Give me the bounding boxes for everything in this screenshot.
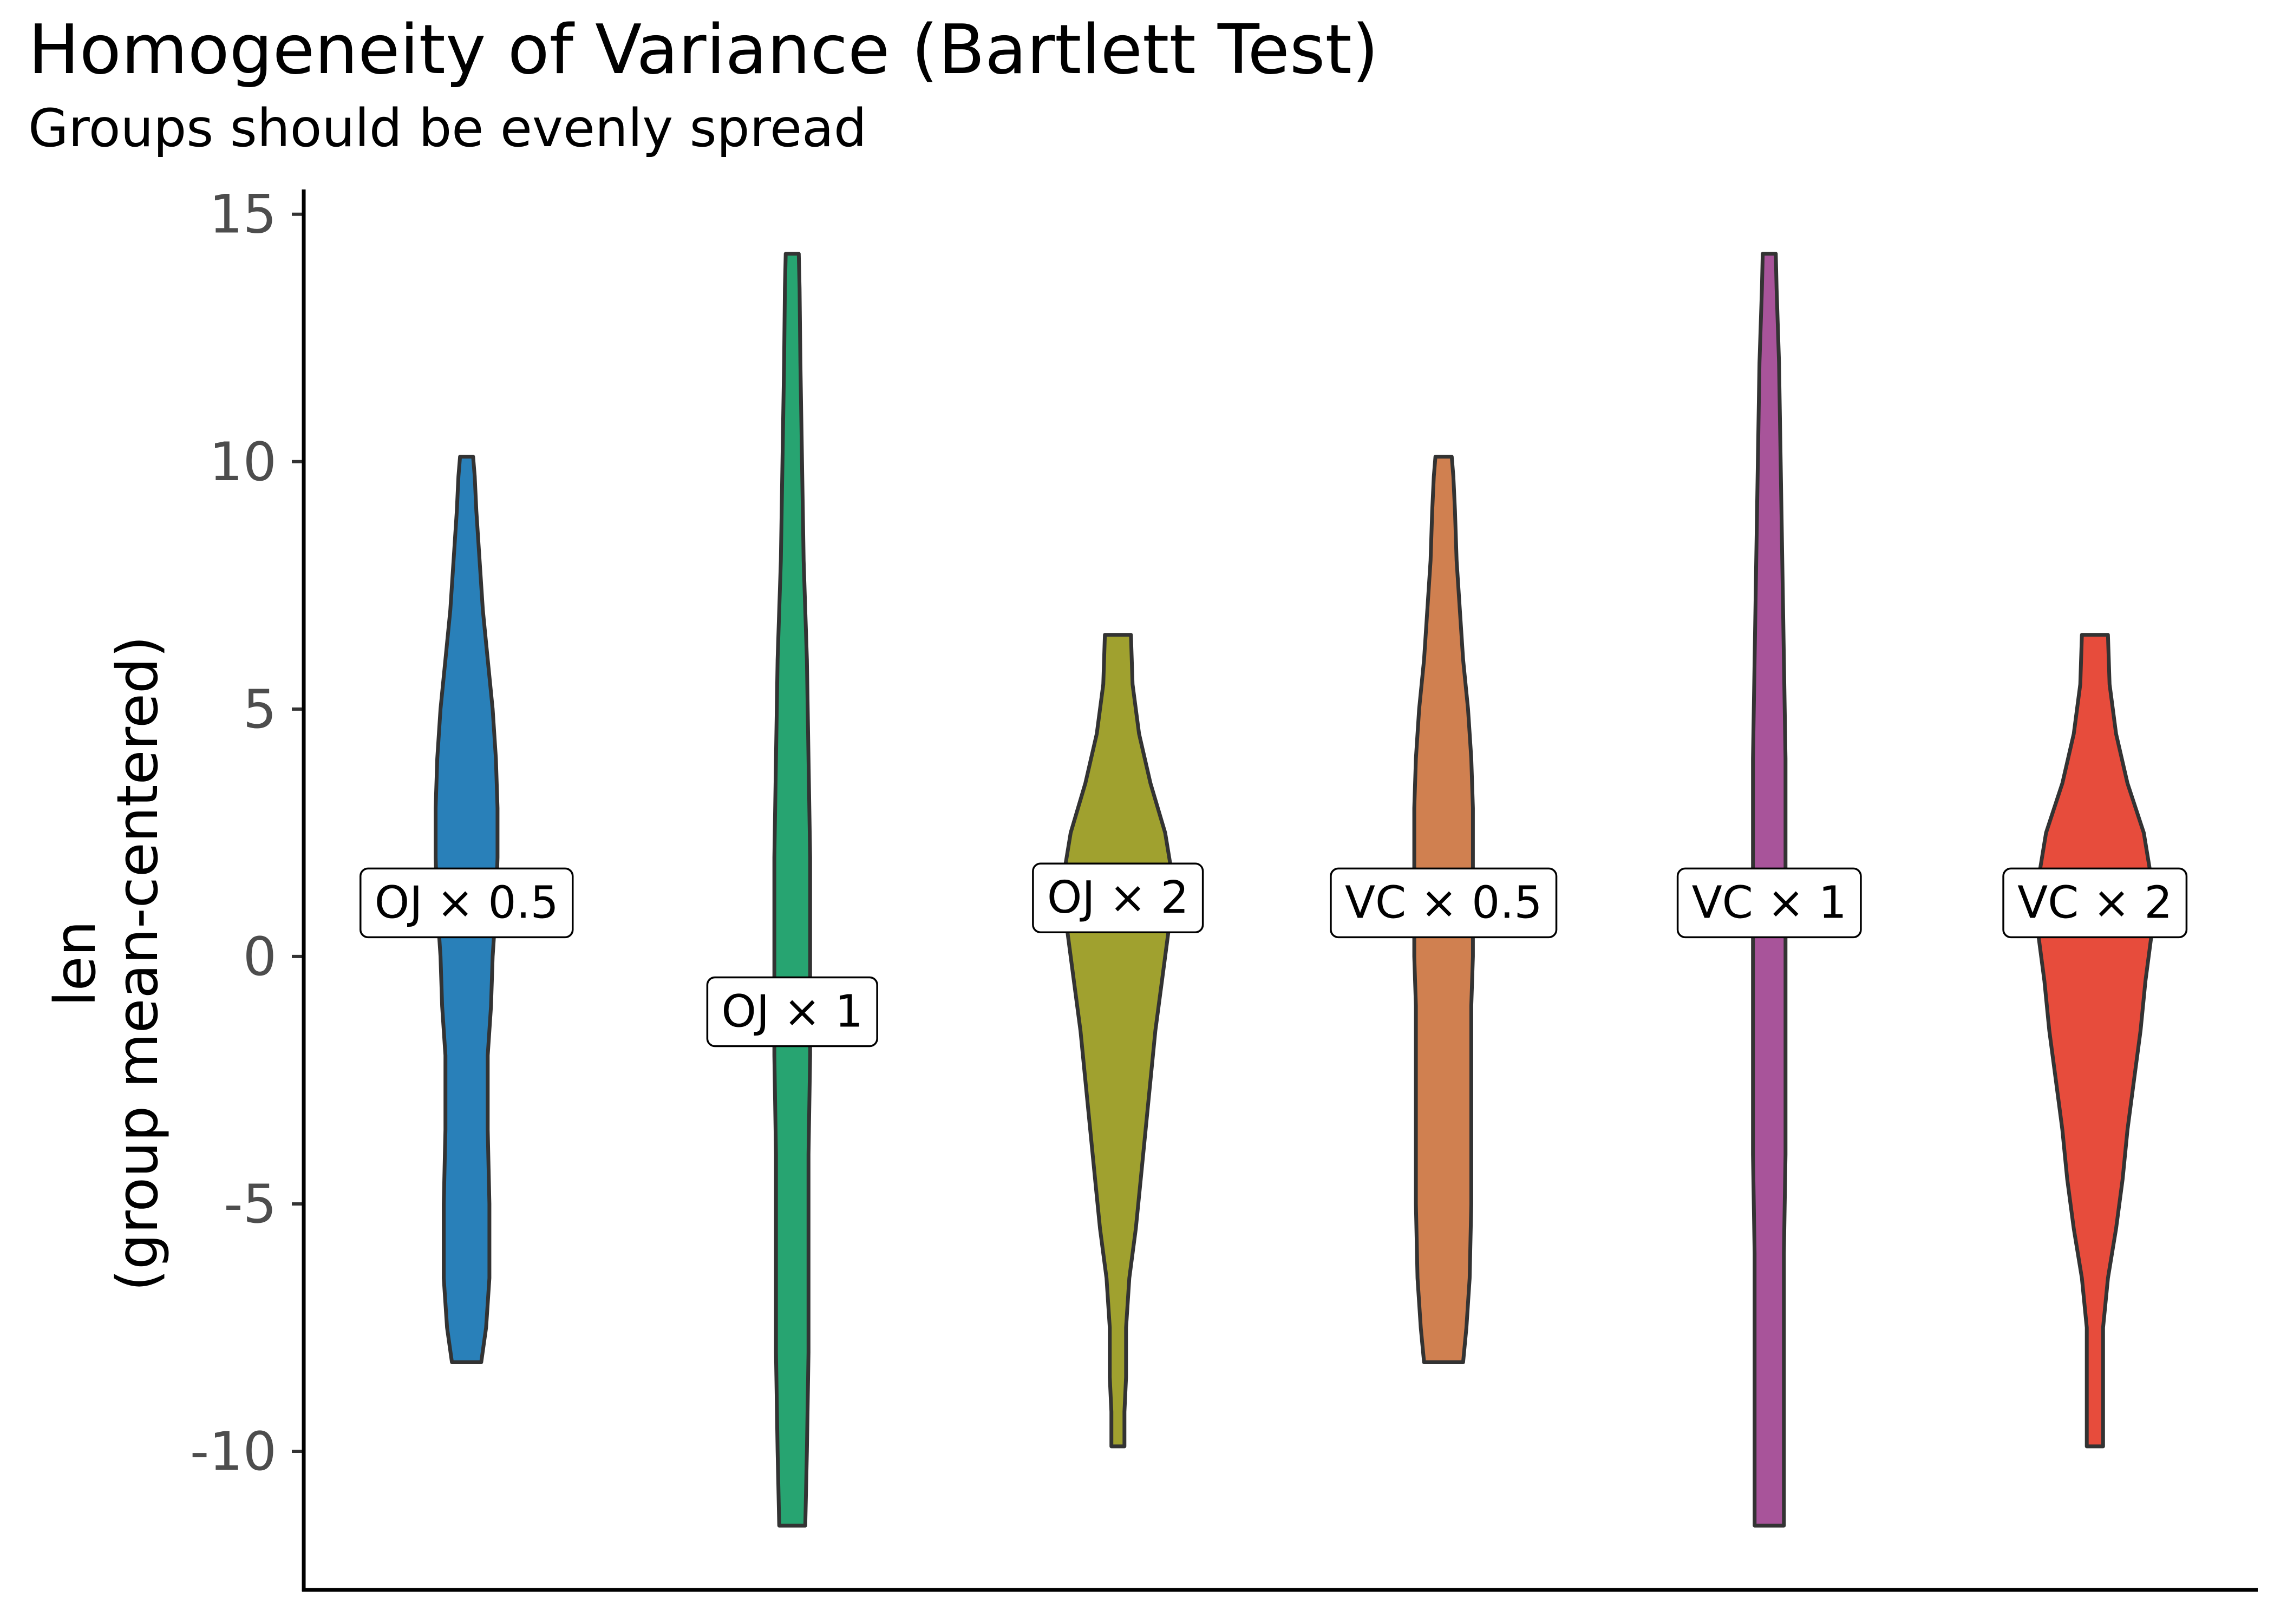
group-label-box-6 (2002, 867, 2188, 939)
y-tick-label: 10 (209, 431, 277, 493)
y-tick-label: -5 (224, 1174, 277, 1235)
group-label-box-1 (360, 867, 574, 939)
y-axis-ticks: 15 10 5 0 -5 -10 (190, 184, 304, 1483)
group-labels: OJ × 0.5 OJ × 1 OJ × 2 VC × 0.5 VC × 1 VC × 2 (360, 862, 2188, 1047)
group-label-6: VC × 2 (2017, 877, 2172, 928)
group-label-box-2 (706, 976, 878, 1047)
group-label-2: OJ × 1 (721, 986, 863, 1037)
violin-2 (772, 252, 812, 1528)
group-label-1: OJ × 0.5 (375, 877, 559, 928)
y-tick-label: 0 (243, 926, 277, 988)
y-tick-label: -10 (190, 1421, 277, 1483)
y-axis-title-line-2: (group mean-centered) (104, 636, 171, 1291)
group-label-4: VC × 0.5 (1345, 877, 1543, 928)
violin-3 (1061, 633, 1175, 1449)
y-tick-label: 15 (209, 184, 277, 246)
group-label-box-3 (1032, 862, 1204, 933)
group-label-box-4 (1330, 867, 1558, 939)
y-axis-title: len (group mean-centered) (42, 636, 171, 1291)
chart-title: Homogeneity of Variance (Bartlett Test) (28, 10, 1379, 89)
y-axis-title-line-1: len (42, 921, 108, 1007)
group-label-5: VC × 1 (1692, 877, 1847, 928)
group-label-box-5 (1676, 867, 1862, 939)
violin-6 (2036, 633, 2154, 1449)
group-label-3: OJ × 2 (1047, 872, 1189, 924)
chart-subtitle: Groups should be evenly spread (28, 98, 867, 159)
violins (434, 252, 2154, 1528)
y-tick-label: 5 (243, 679, 277, 741)
